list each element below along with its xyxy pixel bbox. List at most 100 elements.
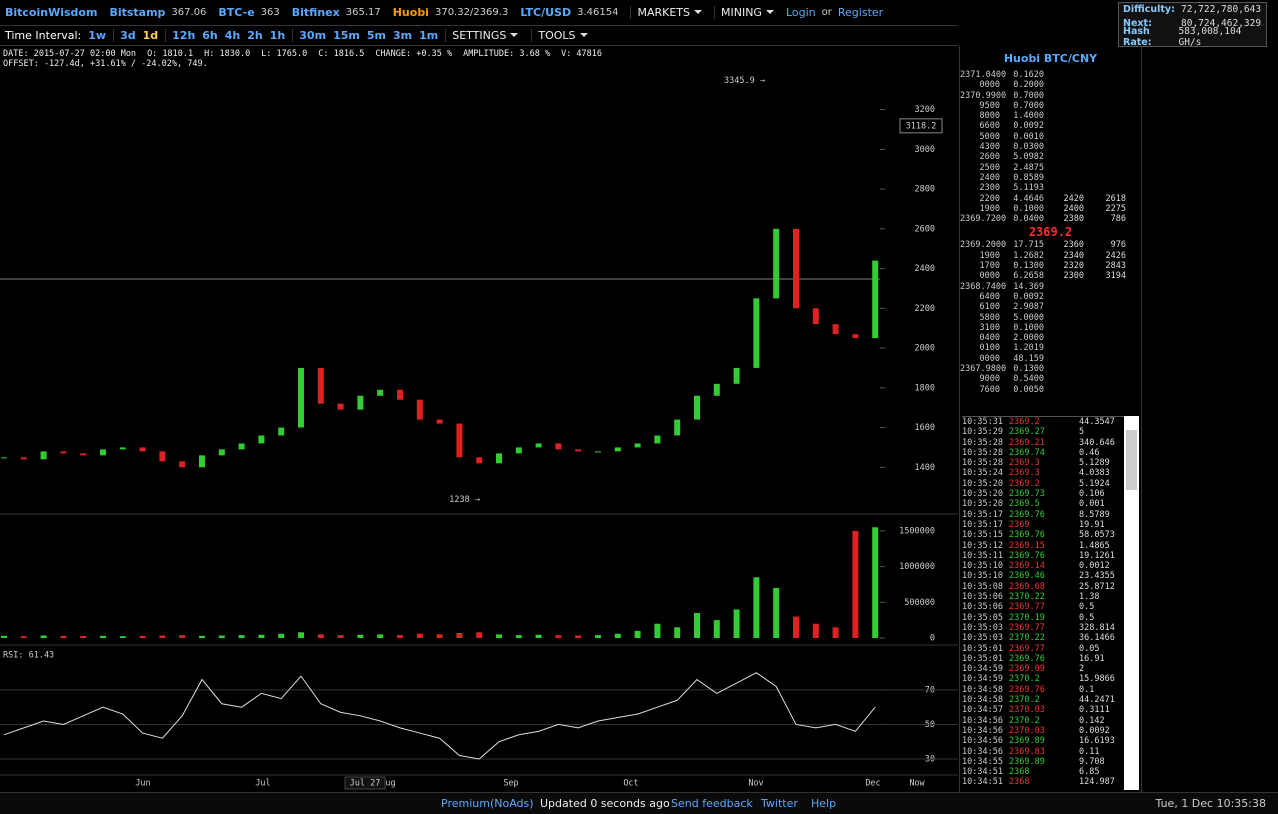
scrollbar[interactable] <box>1124 416 1139 790</box>
trade-price: 2369.77 <box>1009 602 1045 613</box>
trade-price: 2369.83 <box>1009 746 1045 757</box>
interval[interactable]: 1d <box>142 29 159 42</box>
volume-bar <box>852 530 859 638</box>
register[interactable]: Register <box>837 5 884 19</box>
menu[interactable]: TOOLS <box>531 29 593 42</box>
candle <box>496 453 502 464</box>
trade-price: 2369.5 <box>1009 499 1040 510</box>
trade-amount: 44.2471 <box>1079 695 1115 706</box>
interval[interactable]: 3d <box>113 29 136 42</box>
price: 9500 <box>979 100 1000 111</box>
amount: 0.8589 <box>1013 172 1044 183</box>
ticker-name[interactable]: Bitstamp <box>109 5 166 19</box>
volume-bar <box>555 635 562 638</box>
trade-time: 10:35:29 <box>962 427 1003 438</box>
price: 8000 <box>979 111 1000 122</box>
trade-row: 10:35:28 2369.21 340.646 <box>962 438 1124 448</box>
menu[interactable]: MINING <box>714 5 780 19</box>
x-tick-label: Aug <box>380 779 395 789</box>
interval[interactable]: 6h <box>202 29 218 42</box>
ticker-name[interactable]: Huobi <box>392 5 429 19</box>
stat-label: Hash Rate: <box>1123 25 1152 48</box>
trade-time: 10:35:28 <box>962 447 1003 458</box>
annotation: 1238 → <box>449 495 480 505</box>
trade-price: 2369.76 <box>1009 684 1045 695</box>
trade-price: 2370.03 <box>1009 705 1045 716</box>
trade-time: 10:35:20 <box>962 499 1003 510</box>
trade-time: 10:35:05 <box>962 612 1003 623</box>
interval[interactable]: 1m <box>419 29 439 42</box>
stat-value: 583,008,104 GH/s <box>1178 25 1242 48</box>
nav-bar: BitcoinWisdom Bitstamp 367.06 BTC-e 363 Bitfi… <box>0 0 1110 24</box>
ticker-name[interactable]: BTC-e <box>218 5 255 19</box>
amount: 0.5400 <box>1013 374 1044 385</box>
trade-price: 2368 <box>1009 767 1030 778</box>
price: 0400 <box>979 333 1000 344</box>
side-panel: Huobi BTC/CNY 2371.0400 0.1620 0000 0.2000 2… <box>959 46 1142 792</box>
amount: 0.7000 <box>1013 90 1044 101</box>
y-tick-label: 1600 <box>915 423 935 433</box>
trade-row: 10:34:51 2368 6.85 <box>962 767 1124 777</box>
orderbook-title: Huobi BTC/CNY <box>1003 52 1098 65</box>
trade-row: 10:35:10 2369.46 23.4355 <box>962 571 1124 581</box>
footer-link[interactable]: Send feedback <box>671 797 753 810</box>
brand[interactable]: BitcoinWisdom <box>5 5 98 19</box>
interval[interactable]: 15m <box>333 29 360 42</box>
volume-bar <box>872 527 879 638</box>
interval[interactable]: 5m <box>366 29 386 42</box>
interval[interactable]: 4h <box>224 29 241 42</box>
scroll-thumb[interactable] <box>1126 430 1137 490</box>
orderbook-row: 2369.7200 0.0400 2380 786 <box>960 214 1141 224</box>
asks: 2371.0400 0.1620 0000 0.2000 2370.9900 0.7000… <box>960 70 1141 224</box>
orderbook-row: 6100 2.9087 <box>960 302 1141 312</box>
trade-price: 2369.09 <box>1009 664 1045 675</box>
ticker-value: 367.06 <box>171 6 207 18</box>
interval[interactable]: 2h <box>247 29 263 42</box>
interval[interactable]: 30m <box>292 29 326 42</box>
footer-link[interactable]: Premium(NoAds) <box>441 797 534 810</box>
interval[interactable]: 12h <box>165 29 195 42</box>
candle <box>713 383 720 396</box>
volume-bar <box>575 635 582 638</box>
orderbook-row: 2500 2.4875 <box>960 163 1141 173</box>
amount: 4.4646 <box>1013 193 1044 204</box>
trade-row: 10:34:59 2369.09 2 <box>962 664 1124 674</box>
price: 5800 <box>979 312 1000 323</box>
volume-bar <box>436 634 443 638</box>
price: 4300 <box>979 142 1000 153</box>
trade-time: 10:34:57 <box>962 705 1003 716</box>
trade-row: 10:35:11 2369.76 19.1261 <box>962 551 1124 561</box>
footer-link[interactable]: Help <box>811 797 837 810</box>
menu[interactable]: SETTINGS <box>445 29 524 42</box>
interval[interactable]: 1w <box>88 29 107 42</box>
trade-time: 10:34:59 <box>962 664 1003 675</box>
trade-amount: 124.987 <box>1079 777 1115 788</box>
volume-bar <box>753 577 760 638</box>
y-tick-label: 2600 <box>915 224 935 234</box>
candle <box>773 228 780 299</box>
trade-amount: 19.91 <box>1079 519 1105 530</box>
candle <box>337 403 344 410</box>
trade-price: 2369.73 <box>1009 489 1045 500</box>
volume-bar <box>595 635 601 638</box>
status: Updated 0 seconds ago <box>540 797 670 810</box>
amount: 17.715 <box>1013 240 1044 251</box>
price: 1900 <box>979 250 1000 261</box>
trade-price: 2369.68 <box>1009 581 1045 592</box>
candle <box>199 455 205 468</box>
volume-bar <box>634 630 641 638</box>
login[interactable]: Login <box>785 5 816 19</box>
trade-price: 2370.2 <box>1009 715 1040 726</box>
interval[interactable]: 1h <box>269 29 286 42</box>
trade-row: 10:35:28 2369.74 0.46 <box>962 448 1124 458</box>
ticker-name[interactable]: LTC/USD <box>520 5 572 19</box>
trade-time: 10:34:56 <box>962 715 1003 726</box>
ticker-name[interactable]: Bitfinex <box>291 5 340 19</box>
amount: 2.0000 <box>1013 333 1044 344</box>
candle <box>20 457 27 460</box>
candle <box>258 435 265 444</box>
interval[interactable]: 3m <box>392 29 413 42</box>
menu[interactable]: MARKETS <box>630 5 708 19</box>
footer-link[interactable]: Twitter <box>761 797 798 810</box>
orderbook-row: 2371.0400 0.1620 <box>960 70 1141 80</box>
